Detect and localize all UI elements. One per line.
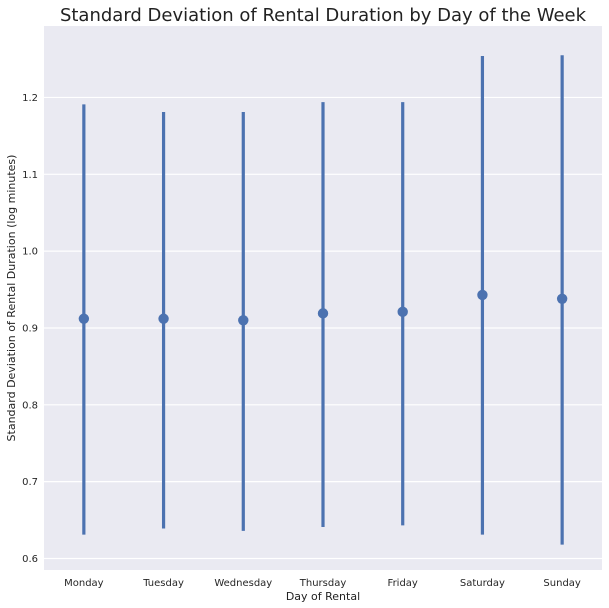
data-point — [317, 308, 329, 319]
y-tick-label: 1.2 — [22, 93, 38, 104]
x-tick-label: Friday — [388, 578, 418, 589]
data-point — [238, 315, 249, 326]
x-axis-label: Day of Rental — [286, 590, 360, 603]
y-tick-label: 1.1 — [22, 170, 38, 181]
x-tick-label: Tuesday — [142, 578, 184, 589]
chart-title: Standard Deviation of Rental Duration by… — [60, 5, 587, 26]
x-tick-label: Wednesday — [214, 578, 272, 589]
data-point — [477, 289, 488, 301]
x-axis-ticks: Monday Tuesday Wednesday Thursday Friday Satu… — [64, 578, 581, 589]
x-tick-label: Monday — [64, 578, 104, 589]
y-tick-label: 0.8 — [22, 400, 38, 411]
data-marks — [78, 55, 568, 545]
data-point — [78, 313, 90, 324]
x-tick-label: Sunday — [543, 578, 580, 589]
y-tick-label: 0.9 — [22, 323, 38, 334]
data-point — [158, 313, 169, 324]
y-tick-label: 0.6 — [22, 554, 38, 565]
x-tick-label: Saturday — [460, 578, 505, 589]
x-tick-label: Thursday — [299, 578, 347, 589]
y-axis-ticks: 0.6 0.7 0.8 0.9 1.0 1.1 1.2 — [22, 93, 38, 565]
y-tick-label: 0.7 — [22, 477, 38, 488]
data-point — [556, 293, 568, 304]
data-point — [397, 306, 408, 318]
y-axis-label: Standard Deviation of Rental Duration (l… — [5, 155, 18, 442]
y-tick-label: 1.0 — [22, 247, 38, 258]
